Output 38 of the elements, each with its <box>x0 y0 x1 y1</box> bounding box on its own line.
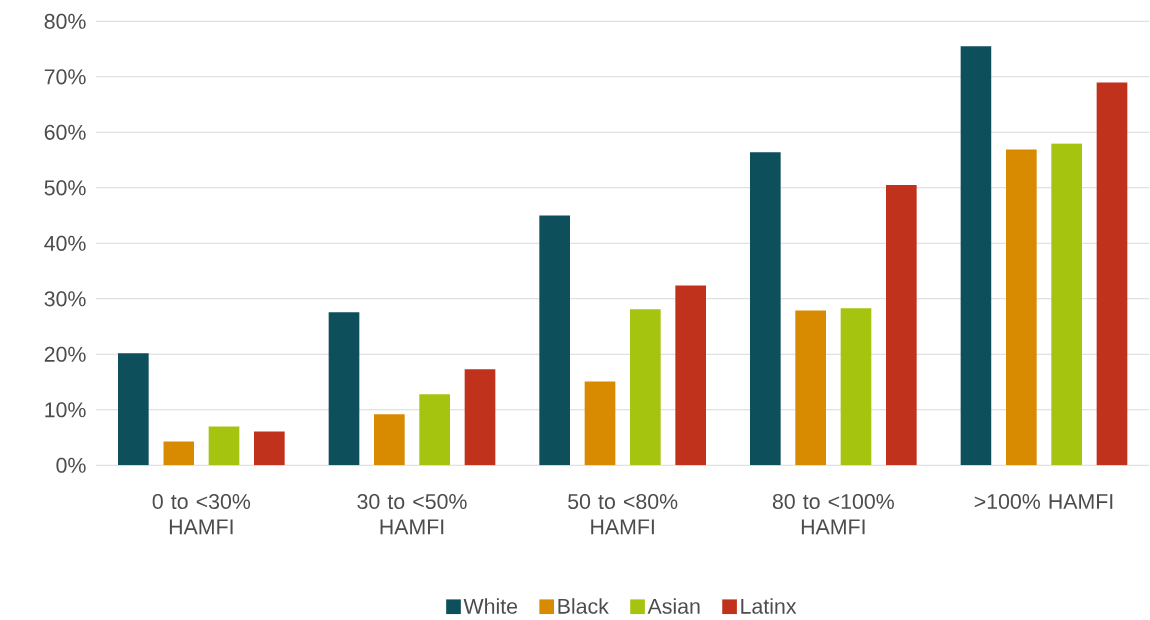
x-tick-label: 80 to <100% HAMFI <box>772 493 894 535</box>
y-tick-label: 70% <box>44 69 86 85</box>
y-tick-label: 50% <box>44 180 86 196</box>
bar <box>749 152 781 466</box>
legend-label: Black <box>558 598 609 614</box>
bar <box>840 308 872 466</box>
bar <box>1051 143 1082 466</box>
legend-label: White <box>463 598 518 614</box>
x-tick-label: 30 to <50% HAMFI <box>357 493 467 535</box>
bar <box>630 309 661 466</box>
y-tick-label: 40% <box>44 235 86 251</box>
x-tick-label: 50 to <80% HAMFI <box>568 493 678 535</box>
bar <box>1005 149 1037 466</box>
bar <box>795 310 826 466</box>
x-tick-label: 0 to <30% HAMFI <box>152 493 251 535</box>
bar <box>208 426 240 466</box>
y-tick-label: 80% <box>44 13 86 29</box>
bar <box>163 441 195 466</box>
y-tick-label: 10% <box>45 402 86 418</box>
bar <box>419 394 450 466</box>
legend-label: Latinx <box>741 598 797 614</box>
bar <box>960 46 992 466</box>
bar <box>254 431 285 466</box>
x-tick-label: >100% HAMFI <box>974 493 1113 510</box>
bar <box>1096 82 1128 466</box>
bar <box>584 381 616 466</box>
y-tick-label: 60% <box>44 124 86 140</box>
legend-label: Asian <box>647 598 700 614</box>
bar <box>675 285 706 466</box>
bar <box>374 414 405 466</box>
bar <box>886 185 917 466</box>
y-tick-label: 30% <box>44 291 86 307</box>
bar <box>328 312 360 466</box>
bar <box>118 353 149 466</box>
bar <box>539 215 570 466</box>
y-tick-label: 0% <box>56 457 86 473</box>
bar <box>464 369 496 466</box>
y-tick-label: 20% <box>44 346 86 362</box>
